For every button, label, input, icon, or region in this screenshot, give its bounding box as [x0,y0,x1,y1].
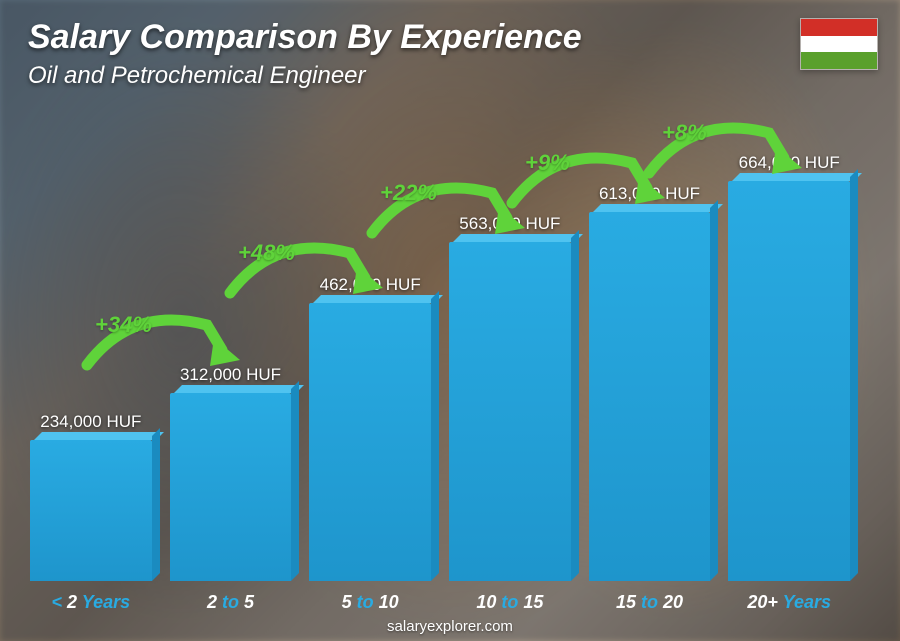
bar-value-label: 563,000 HUF [459,214,560,234]
bar-front-face [449,242,571,581]
bar [449,242,571,581]
chart-title: Salary Comparison By Experience [28,18,582,57]
chart-container: Salary Comparison By Experience Oil and … [0,0,900,641]
bar [309,303,431,581]
category-label: < 2 Years [30,592,152,613]
bar-group: 312,000 HUF [170,365,292,581]
bar-front-face [309,303,431,581]
bar-top-face [313,295,443,303]
bar [728,181,850,581]
bar-top-face [34,432,164,440]
bar [170,393,292,581]
bars-area: 234,000 HUF 312,000 HUF 462,000 HUF 563,000… [30,101,850,581]
increase-percent-label: +9% [525,150,570,176]
category-label: 15 to 20 [589,592,711,613]
category-labels: < 2 Years 2 to 5 5 to 10 10 to 15 15 to 20 20… [30,592,850,613]
bar-group: 462,000 HUF [309,275,431,581]
bar-side-face [152,428,160,581]
bar-top-face [732,173,862,181]
bar-value-label: 664,000 HUF [739,153,840,173]
flag-stripe-red [801,19,877,36]
bar [589,212,711,581]
category-label: 20+ Years [728,592,850,613]
bar-side-face [710,200,718,581]
bar-top-face [593,204,723,212]
increase-percent-label: +8% [662,120,707,146]
category-label: 5 to 10 [309,592,431,613]
bar-front-face [170,393,292,581]
bar-top-face [453,234,583,242]
bar-group: 234,000 HUF [30,412,152,581]
footer-attribution: salaryexplorer.com [0,618,900,635]
bar-front-face [589,212,711,581]
bar-group: 563,000 HUF [449,214,571,581]
flag-stripe-white [801,36,877,53]
bar-front-face [30,440,152,581]
bar-value-label: 613,000 HUF [599,184,700,204]
bar-side-face [850,169,858,581]
bar-side-face [571,230,579,581]
category-label: 10 to 15 [449,592,571,613]
increase-percent-label: +22% [380,180,437,206]
flag-stripe-green [801,52,877,69]
bar-group: 613,000 HUF [589,184,711,581]
increase-percent-label: +48% [238,240,295,266]
category-label: 2 to 5 [170,592,292,613]
bar-side-face [431,291,439,581]
bar-side-face [291,381,299,581]
chart-subtitle: Oil and Petrochemical Engineer [28,62,366,90]
bar-top-face [174,385,304,393]
increase-percent-label: +34% [95,312,152,338]
bar-front-face [728,181,850,581]
country-flag-hungary [800,18,878,70]
bar-value-label: 462,000 HUF [320,275,421,295]
bar-value-label: 312,000 HUF [180,365,281,385]
bar [30,440,152,581]
bar-group: 664,000 HUF [728,153,850,581]
bar-value-label: 234,000 HUF [40,412,141,432]
